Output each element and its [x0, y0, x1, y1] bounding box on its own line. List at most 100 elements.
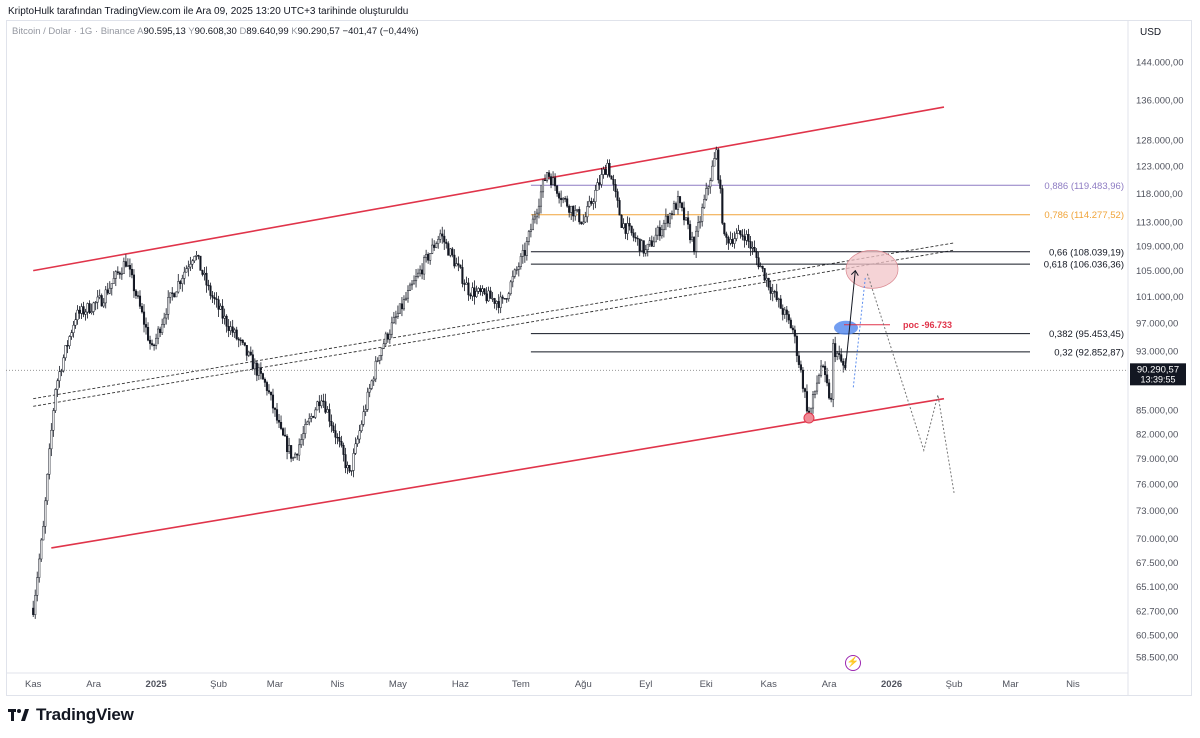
candle-body [360, 424, 363, 432]
poc-label: poc -96.733 [903, 320, 952, 330]
candle-body [310, 416, 313, 419]
candle-body [797, 355, 800, 365]
candle-body [449, 248, 452, 256]
candle-body [316, 401, 319, 411]
candle-body [826, 374, 829, 384]
candle-body [358, 430, 361, 440]
tradingview-logo-icon [8, 709, 29, 721]
candle-body [805, 391, 809, 412]
candle-body [773, 291, 776, 293]
candle-body [836, 353, 839, 358]
candle-body [525, 241, 528, 256]
candle-body [576, 209, 579, 211]
candle-body [354, 443, 357, 454]
candle-body [761, 265, 764, 269]
candle-body [382, 343, 385, 349]
candle-body [350, 470, 353, 472]
candle-body [62, 357, 65, 372]
candle-body [781, 308, 784, 315]
channel-touch-marker[interactable] [803, 412, 815, 424]
projection-path-down[interactable] [866, 273, 955, 493]
candle-body [320, 400, 323, 407]
y-tick-label: 65.100,00 [1136, 582, 1178, 593]
candle-body [662, 222, 665, 231]
candle-body [539, 191, 543, 207]
candle-body [759, 265, 762, 268]
candle-body [715, 149, 718, 159]
candle-body [140, 306, 144, 313]
candle-body [80, 306, 83, 314]
candle-body [779, 298, 782, 309]
candle-body [600, 174, 603, 185]
candle-body [479, 288, 482, 293]
projection-arrow-up[interactable] [844, 270, 856, 371]
candle-body [813, 390, 817, 395]
candle-body [751, 247, 754, 249]
candle-body [737, 230, 740, 234]
channel-mid-line-1[interactable] [33, 242, 955, 400]
candle-body [817, 374, 821, 384]
candle-body [213, 297, 216, 300]
candle-body [126, 265, 129, 267]
candle-body [543, 179, 547, 181]
y-tick-label: 62.700,00 [1136, 607, 1178, 618]
candle-body [201, 270, 204, 275]
y-tick-label: 109.000,00 [1136, 241, 1184, 252]
change-value: −401,47 (−0,44%) [342, 26, 419, 37]
candle-body [682, 207, 686, 221]
candle-body [197, 255, 200, 257]
candle-body [501, 296, 504, 299]
candle-body [529, 229, 532, 232]
lightning-icon[interactable]: ⚡ [845, 655, 861, 671]
candle-body [425, 254, 428, 258]
candle-body [731, 239, 734, 244]
target-zone-ellipse[interactable] [845, 250, 899, 289]
candle-body [556, 185, 559, 194]
candle-body [86, 303, 89, 313]
candle-body [707, 186, 710, 189]
poc-zone-ellipse[interactable] [834, 320, 858, 335]
candle-body [298, 444, 301, 456]
projection-arrow-alt[interactable] [852, 276, 866, 388]
candle-body [606, 162, 609, 175]
y-tick-label: 70.000,00 [1136, 534, 1178, 545]
candle-body [610, 175, 613, 180]
y-tick-label: 93.000,00 [1136, 346, 1178, 357]
candle-body [116, 271, 119, 274]
candle-body [747, 234, 750, 242]
candle-body [404, 297, 408, 300]
candle-body [249, 351, 252, 355]
candle-body [582, 221, 585, 224]
candle-body [318, 401, 321, 407]
candle-body [537, 205, 541, 214]
candle-body [507, 293, 510, 300]
candle-body [699, 221, 702, 223]
candle-body [767, 277, 770, 288]
candle-body [108, 287, 111, 294]
candle-body [243, 342, 246, 346]
currency-label[interactable]: USD [1140, 27, 1162, 38]
x-tick-label: Nis [1066, 679, 1080, 690]
candle-body [443, 235, 446, 243]
y-tick-label: 101.000,00 [1136, 292, 1184, 303]
candle-body [668, 213, 671, 224]
channel-upper-line[interactable] [33, 106, 945, 272]
candle-body [294, 453, 297, 459]
candle-body [300, 439, 303, 446]
channel-mid-line-2[interactable] [33, 249, 955, 407]
symbol-name[interactable]: Bitcoin / Dolar · 1G · Binance [12, 26, 136, 37]
x-tick-label: 2025 [146, 679, 168, 690]
x-tick-label: Nis [331, 679, 345, 690]
candle-body [364, 409, 367, 412]
last-price-tag[interactable] [1130, 363, 1186, 386]
candle-body [348, 464, 351, 472]
candle-body [735, 233, 738, 239]
y-tick-label: 79.000,00 [1136, 454, 1178, 465]
candle-body [711, 165, 714, 181]
channel-lower-line[interactable] [51, 397, 945, 549]
candle-body [560, 197, 563, 201]
candle-body [650, 240, 653, 247]
candle-body [100, 295, 103, 307]
candle-body [511, 276, 514, 283]
